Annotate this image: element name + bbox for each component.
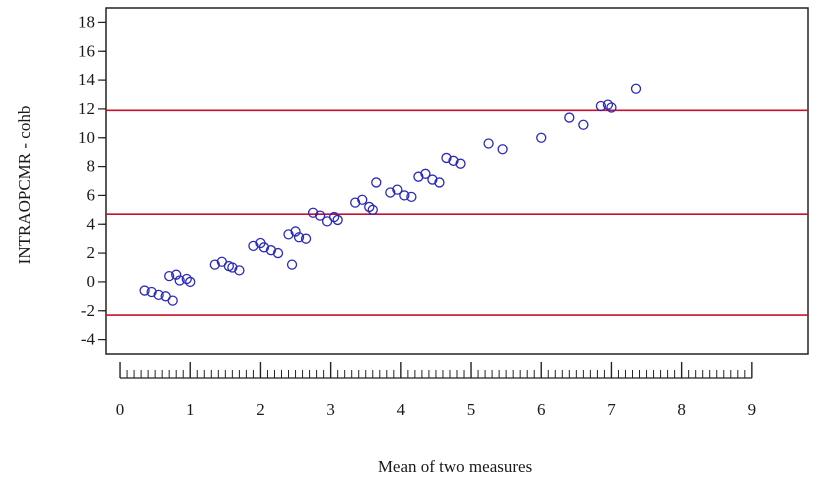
x-tick-label: 5 [467, 400, 476, 419]
data-point [357, 194, 368, 205]
data-point [536, 132, 547, 143]
data-point [146, 286, 157, 298]
data-point [167, 295, 178, 306]
y-tick-label: 12 [78, 99, 95, 118]
data-point [630, 83, 642, 94]
data-point [139, 285, 150, 296]
data-point [441, 152, 452, 164]
y-axis: -4 -2 0 2 4 6 8 10 12 14 16 18 [78, 12, 106, 349]
data-point [248, 240, 259, 252]
x-tick-label: 7 [607, 400, 616, 419]
x-axis: 0 1 2 3 4 5 6 7 8 9 [116, 362, 756, 419]
data-point [350, 197, 361, 208]
data-point [185, 276, 196, 288]
data-point [234, 265, 245, 276]
data-point [286, 259, 298, 270]
data-point [227, 262, 238, 273]
data-point [181, 273, 192, 285]
y-tick-label: 18 [78, 12, 95, 31]
x-tick-label: 8 [677, 400, 686, 419]
data-point [455, 158, 466, 169]
data-point [171, 269, 182, 280]
data-point [406, 191, 417, 203]
data-point [434, 177, 445, 188]
data-point [606, 102, 617, 113]
data-point [483, 138, 494, 149]
data-point [595, 100, 607, 112]
y-tick-label: -4 [81, 330, 96, 349]
y-tick-label: 6 [87, 185, 96, 204]
data-point [497, 144, 508, 155]
data-points [139, 83, 642, 306]
data-point [209, 259, 220, 270]
x-axis-label: Mean of two measures [378, 457, 532, 476]
y-tick-label: 10 [78, 128, 95, 147]
data-point [564, 112, 575, 123]
data-point [272, 247, 284, 259]
data-point [153, 289, 164, 301]
data-point [265, 245, 277, 256]
data-point [371, 177, 382, 188]
data-point [290, 226, 301, 237]
reference-lines [106, 109, 808, 316]
data-point [283, 229, 294, 240]
x-tick-label: 6 [537, 400, 546, 419]
data-point [420, 168, 431, 179]
x-tick-label: 3 [326, 400, 335, 419]
data-point [258, 242, 270, 253]
data-point [427, 174, 438, 185]
y-tick-label: 8 [87, 157, 96, 176]
x-tick-label: 1 [186, 400, 195, 419]
data-point [293, 232, 305, 243]
data-point [602, 99, 614, 110]
data-point [413, 171, 424, 182]
data-point [328, 211, 340, 223]
data-point [385, 187, 396, 198]
data-point [174, 275, 185, 286]
y-axis-label: INTRAOPCMR - cohb [15, 106, 34, 265]
data-point [307, 207, 319, 218]
data-point [392, 184, 403, 195]
data-point [367, 204, 378, 215]
data-point [448, 155, 459, 166]
x-tick-label: 9 [748, 400, 757, 419]
x-tick-label: 0 [116, 400, 125, 419]
x-tick-label: 2 [256, 400, 265, 419]
data-point [164, 270, 175, 282]
plot-frame [105, 7, 809, 355]
data-point [364, 201, 375, 213]
x-tick-label: 4 [397, 400, 406, 419]
y-tick-label: 2 [87, 243, 96, 262]
y-tick-label: 0 [87, 272, 96, 291]
data-point [314, 210, 326, 221]
data-point [300, 233, 312, 244]
y-tick-label: -2 [81, 301, 95, 320]
y-tick-label: 4 [87, 214, 96, 233]
y-tick-label: 14 [78, 70, 96, 89]
data-point [578, 119, 589, 130]
data-point [332, 214, 343, 226]
data-point [399, 190, 410, 201]
y-tick-label: 16 [78, 41, 95, 60]
